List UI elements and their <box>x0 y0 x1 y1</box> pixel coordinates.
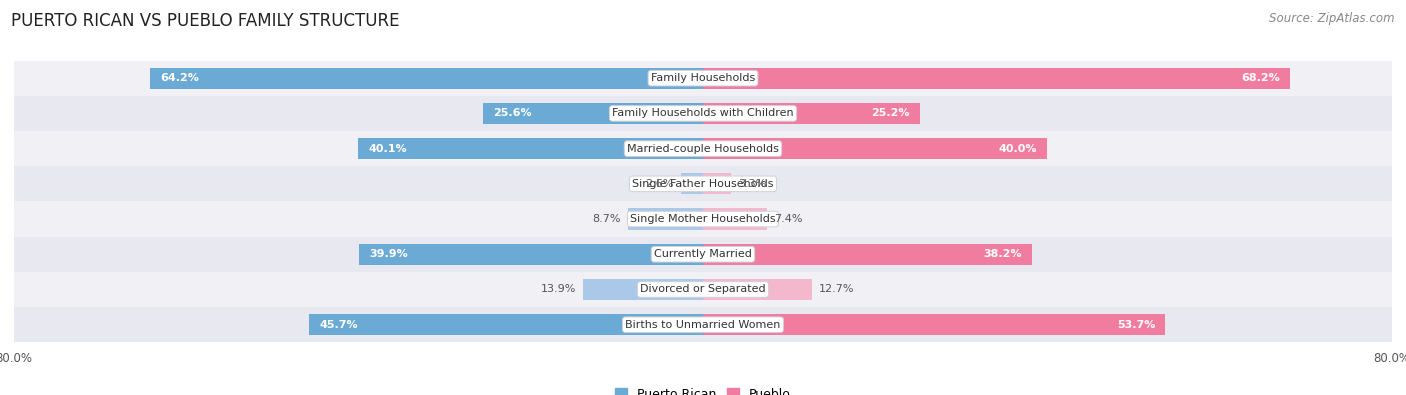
Bar <box>703 279 813 300</box>
Text: 2.6%: 2.6% <box>645 179 673 189</box>
Bar <box>14 272 1392 307</box>
Text: 38.2%: 38.2% <box>983 249 1022 259</box>
Bar <box>628 209 703 229</box>
Text: Source: ZipAtlas.com: Source: ZipAtlas.com <box>1270 12 1395 25</box>
Text: 45.7%: 45.7% <box>319 320 359 330</box>
Bar <box>360 244 703 265</box>
Bar <box>703 138 1047 159</box>
Text: PUERTO RICAN VS PUEBLO FAMILY STRUCTURE: PUERTO RICAN VS PUEBLO FAMILY STRUCTURE <box>11 12 399 30</box>
Bar <box>583 279 703 300</box>
Bar <box>703 244 1032 265</box>
Text: 25.6%: 25.6% <box>494 108 531 118</box>
Bar <box>150 68 703 89</box>
Bar <box>703 209 766 229</box>
Text: Divorced or Separated: Divorced or Separated <box>640 284 766 295</box>
Text: Family Households: Family Households <box>651 73 755 83</box>
Text: Single Father Households: Single Father Households <box>633 179 773 189</box>
Text: 39.9%: 39.9% <box>370 249 409 259</box>
Bar <box>14 166 1392 201</box>
Text: 68.2%: 68.2% <box>1241 73 1279 83</box>
Text: 12.7%: 12.7% <box>820 284 855 295</box>
Text: 13.9%: 13.9% <box>541 284 576 295</box>
Legend: Puerto Rican, Pueblo: Puerto Rican, Pueblo <box>610 383 796 395</box>
Text: 8.7%: 8.7% <box>593 214 621 224</box>
Text: 53.7%: 53.7% <box>1116 320 1156 330</box>
Bar <box>14 131 1392 166</box>
Bar <box>482 103 703 124</box>
Bar <box>14 201 1392 237</box>
Text: Single Mother Households: Single Mother Households <box>630 214 776 224</box>
Bar <box>14 237 1392 272</box>
Text: 64.2%: 64.2% <box>160 73 200 83</box>
Bar <box>357 138 703 159</box>
Text: 7.4%: 7.4% <box>773 214 801 224</box>
Text: Married-couple Households: Married-couple Households <box>627 144 779 154</box>
Text: 40.1%: 40.1% <box>368 144 406 154</box>
Bar <box>703 173 731 194</box>
Bar <box>14 60 1392 96</box>
Bar <box>703 103 920 124</box>
Text: 3.3%: 3.3% <box>738 179 766 189</box>
Text: Currently Married: Currently Married <box>654 249 752 259</box>
Text: Births to Unmarried Women: Births to Unmarried Women <box>626 320 780 330</box>
Text: 25.2%: 25.2% <box>872 108 910 118</box>
Bar <box>309 314 703 335</box>
Bar <box>703 314 1166 335</box>
Bar <box>14 307 1392 342</box>
Bar <box>14 96 1392 131</box>
Text: 40.0%: 40.0% <box>998 144 1038 154</box>
Bar <box>703 68 1291 89</box>
Text: Family Households with Children: Family Households with Children <box>612 108 794 118</box>
Bar <box>681 173 703 194</box>
